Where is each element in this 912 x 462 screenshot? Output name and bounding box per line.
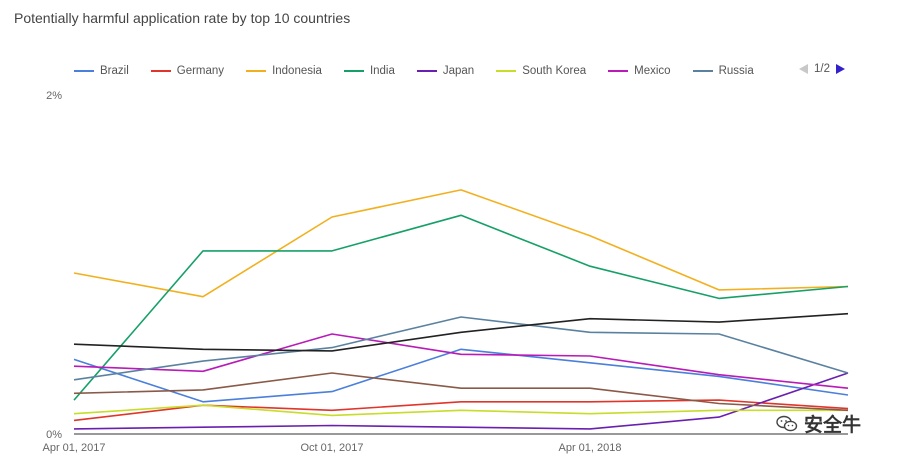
series-line-brazil[interactable] (73, 348, 849, 403)
legend-item-south-korea[interactable]: South Korea (496, 65, 586, 77)
legend-page-indicator: 1/2 (814, 63, 830, 75)
legend-swatch (496, 70, 517, 72)
legend-swatch (608, 70, 629, 72)
legend-item-brazil[interactable]: Brazil (74, 65, 129, 77)
legend-swatch (74, 70, 94, 72)
legend-label: Germany (176, 65, 225, 77)
legend-label: Mexico (634, 65, 671, 77)
series-line-unlabeled-8[interactable] (73, 312, 849, 352)
chart-title: Potentially harmful application rate by … (14, 10, 351, 26)
chart-legend: Brazil Germany Indonesia India Japan South Ko… (74, 63, 776, 79)
y-tick-label: 2% (46, 90, 62, 102)
x-tick-label: Apr 01, 2018 (559, 442, 622, 454)
series-line-japan[interactable] (73, 372, 849, 430)
legend-swatch (343, 70, 364, 72)
series-line-indonesia[interactable] (73, 189, 849, 298)
x-tick-label: Oct 01, 2017 (301, 442, 364, 454)
legend-item-japan[interactable]: Japan (416, 65, 475, 77)
legend-label: Brazil (100, 65, 129, 77)
series-line-mexico[interactable] (73, 333, 849, 389)
legend-label: South Korea (522, 65, 587, 77)
legend-label: India (369, 65, 395, 77)
legend-item-mexico[interactable]: Mexico (608, 65, 671, 77)
legend-swatch (416, 70, 437, 72)
series-line-india[interactable] (73, 214, 849, 401)
legend-label: Japan (442, 65, 475, 77)
y-tick-label: 0% (46, 429, 62, 441)
legend-item-germany[interactable]: Germany (150, 65, 225, 77)
legend-swatch (692, 70, 713, 72)
watermark: 安全牛 (776, 410, 861, 437)
legend-label: Russia (718, 65, 754, 77)
legend-prev-icon[interactable] (799, 64, 808, 74)
legend-pager: 1/2 (799, 63, 845, 75)
legend-item-indonesia[interactable]: Indonesia (246, 65, 322, 77)
legend-item-india[interactable]: India (343, 65, 395, 77)
legend-label: Indonesia (272, 65, 322, 77)
wechat-icon (776, 415, 798, 431)
legend-swatch (150, 70, 171, 72)
legend-swatch (246, 70, 267, 72)
legend-item-russia[interactable]: Russia (692, 65, 754, 77)
legend-next-icon[interactable] (836, 64, 845, 74)
series-line-south-korea[interactable] (73, 404, 848, 417)
series-line-unlabeled-9[interactable] (73, 372, 849, 412)
x-tick-label: Apr 01, 2017 (43, 442, 106, 454)
watermark-text: 安全牛 (804, 415, 862, 436)
series-line-russia[interactable] (73, 316, 849, 381)
